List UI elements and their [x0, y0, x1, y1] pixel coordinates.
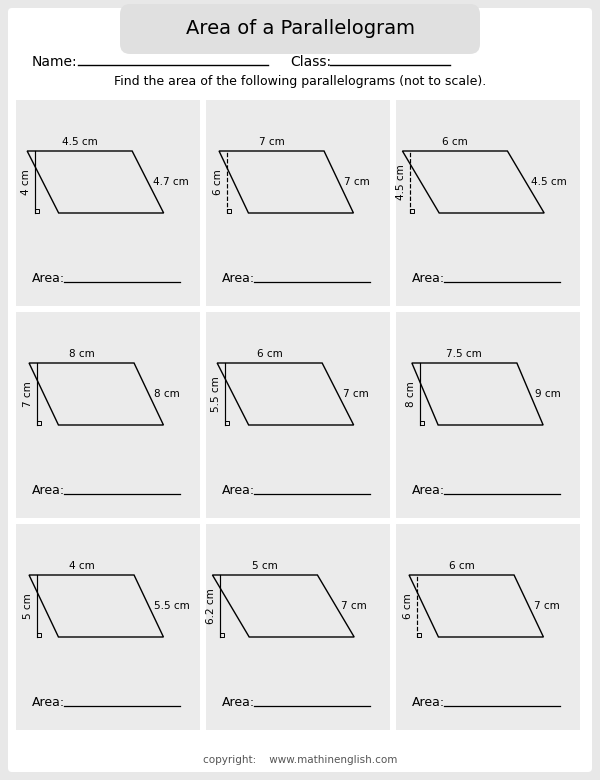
Text: 4.5 cm: 4.5 cm — [531, 177, 566, 187]
Text: 6 cm: 6 cm — [213, 169, 223, 195]
Text: 5.5 cm: 5.5 cm — [154, 601, 190, 611]
Text: Area of a Parallelogram: Area of a Parallelogram — [185, 20, 415, 38]
Text: Area:: Area: — [222, 271, 255, 285]
Text: 5 cm: 5 cm — [23, 593, 33, 619]
Text: 5.5 cm: 5.5 cm — [211, 376, 221, 412]
Text: Area:: Area: — [412, 271, 445, 285]
Text: 9 cm: 9 cm — [535, 389, 561, 399]
FancyBboxPatch shape — [206, 524, 390, 730]
Text: Area:: Area: — [32, 696, 65, 708]
Text: Area:: Area: — [32, 484, 65, 497]
Text: 7 cm: 7 cm — [341, 601, 367, 611]
Text: 6 cm: 6 cm — [403, 593, 413, 619]
Text: 8 cm: 8 cm — [154, 389, 179, 399]
Text: Area:: Area: — [412, 696, 445, 708]
Text: copyright:    www.mathinenglish.com: copyright: www.mathinenglish.com — [203, 755, 397, 765]
Text: Find the area of the following parallelograms (not to scale).: Find the area of the following parallelo… — [114, 76, 486, 88]
Text: 4.5 cm: 4.5 cm — [397, 164, 406, 200]
Text: 6 cm: 6 cm — [442, 137, 468, 147]
Text: 8 cm: 8 cm — [406, 381, 416, 407]
FancyBboxPatch shape — [206, 100, 390, 306]
FancyBboxPatch shape — [16, 524, 200, 730]
FancyBboxPatch shape — [8, 8, 592, 772]
Text: 5 cm: 5 cm — [252, 561, 278, 571]
Text: 4 cm: 4 cm — [68, 561, 94, 571]
Text: Class:: Class: — [290, 55, 331, 69]
Text: Area:: Area: — [412, 484, 445, 497]
FancyBboxPatch shape — [120, 4, 480, 54]
Text: 7.5 cm: 7.5 cm — [446, 349, 482, 359]
FancyBboxPatch shape — [396, 100, 580, 306]
Text: 7 cm: 7 cm — [344, 177, 370, 187]
FancyBboxPatch shape — [206, 312, 390, 518]
FancyBboxPatch shape — [16, 312, 200, 518]
Text: 4 cm: 4 cm — [21, 169, 31, 195]
Text: 8 cm: 8 cm — [68, 349, 94, 359]
Text: Area:: Area: — [222, 696, 255, 708]
FancyBboxPatch shape — [396, 524, 580, 730]
Text: 7 cm: 7 cm — [259, 137, 284, 147]
Text: Area:: Area: — [222, 484, 255, 497]
FancyBboxPatch shape — [396, 312, 580, 518]
Text: 4.7 cm: 4.7 cm — [153, 177, 188, 187]
Text: 7 cm: 7 cm — [343, 389, 368, 399]
Text: Name:: Name: — [32, 55, 77, 69]
Text: Area:: Area: — [32, 271, 65, 285]
Text: 4.5 cm: 4.5 cm — [62, 137, 98, 147]
FancyBboxPatch shape — [16, 100, 200, 306]
Text: 6.2 cm: 6.2 cm — [206, 588, 217, 624]
Text: 6 cm: 6 cm — [257, 349, 283, 359]
Text: 6 cm: 6 cm — [449, 561, 475, 571]
Text: 7 cm: 7 cm — [23, 381, 33, 407]
Text: 7 cm: 7 cm — [534, 601, 559, 611]
